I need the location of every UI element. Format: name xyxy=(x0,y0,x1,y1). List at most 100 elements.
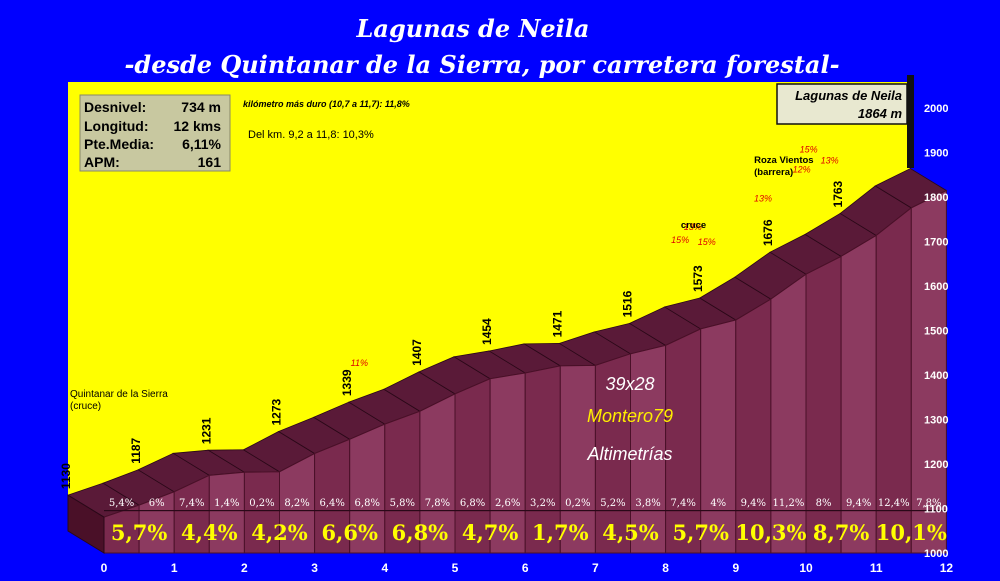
segment-gradient: 0,2% xyxy=(249,498,274,509)
watermark-line-1: 39x28 xyxy=(605,374,654,394)
x-tick-label: 3 xyxy=(311,561,318,575)
stat-label-longitud: Longitud: xyxy=(84,118,149,134)
steep-gradient-label: 13% xyxy=(821,156,839,166)
y-tick-label: 1200 xyxy=(924,459,948,471)
x-tick-label: 5 xyxy=(452,561,459,575)
y-tick-label: 1000 xyxy=(924,548,948,560)
km-gradients: 5,7% 4,4% 4,2% 6,6% 6,8% 4,7% 1,7% 4,5% 5,7% 10,3… xyxy=(111,520,947,545)
segment-gradient: 1,4% xyxy=(214,498,239,509)
summit-altitude: 1864 m xyxy=(858,106,903,121)
summit-sign: Lagunas de Neila 1864 m xyxy=(776,75,914,168)
segment-gradient: 4% xyxy=(710,498,726,509)
segment-gradient: 6,8% xyxy=(460,498,485,509)
stat-value-desnivel: 734 m xyxy=(181,99,221,115)
segment-gradient: 7,8% xyxy=(916,498,941,509)
x-axis: 0 1 2 3 4 5 6 7 8 9 10 11 12 xyxy=(101,561,954,575)
segment-gradient: 3,8% xyxy=(635,498,660,509)
steep-gradient-label: 12% xyxy=(793,165,811,175)
peak-altitude-label: 1763 xyxy=(831,180,845,207)
place-label-start-sub: (cruce) xyxy=(70,401,101,412)
watermark-line-2: Montero79 xyxy=(587,406,673,426)
steep-gradient-label: 13% xyxy=(684,222,702,232)
y-tick-label: 1600 xyxy=(924,281,948,293)
steep-labels: 11%15%13%15%13%12%15%13% xyxy=(351,145,839,369)
segment-gradient: 7,4% xyxy=(179,498,204,509)
y-tick-label: 1300 xyxy=(924,415,948,427)
peak-altitude-label: 1454 xyxy=(480,318,494,345)
km-gradient: 5,7% xyxy=(672,520,729,545)
x-tick-label: 8 xyxy=(662,561,669,575)
segment-gradient: 6,8% xyxy=(355,498,380,509)
x-tick-label: 11 xyxy=(870,561,883,575)
place-labels: Quintanar de la Sierra(cruce) cruce Roza V… xyxy=(70,155,814,412)
km-gradient: 1,7% xyxy=(532,520,589,545)
y-tick-label: 1700 xyxy=(924,237,948,249)
stat-value-longitud: 12 kms xyxy=(174,118,222,134)
x-tick-label: 12 xyxy=(940,561,954,575)
segment-gradient: 9,4% xyxy=(741,498,766,509)
watermark-line-3: Altimetrías xyxy=(586,444,672,464)
peak-altitude-label: 1339 xyxy=(340,369,354,396)
km-gradient: 6,8% xyxy=(392,520,449,545)
segment-gradient: 2,6% xyxy=(495,498,520,509)
km-gradient: 8,7% xyxy=(813,520,870,545)
stat-label-desnivel: Desnivel: xyxy=(84,99,146,115)
x-tick-label: 1 xyxy=(171,561,178,575)
profile-band-line xyxy=(104,510,947,512)
segment-gradient: 6% xyxy=(149,498,165,509)
profile-front-face xyxy=(700,319,737,554)
place-label-cruce: cruce xyxy=(681,220,706,231)
y-tick-label: 1100 xyxy=(924,504,948,516)
profile-front-face xyxy=(910,189,947,554)
segment-gradient: 9,4% xyxy=(846,498,871,509)
segment-gradient: 5,2% xyxy=(600,498,625,509)
peak-altitude-label: 1516 xyxy=(621,290,635,317)
x-tick-label: 7 xyxy=(592,561,599,575)
steep-gradient-label: 15% xyxy=(800,145,818,155)
peak-labels: 1130 1187 1231 1273 1339 1407 1454 1471 1516 1573… xyxy=(59,180,845,489)
y-tick-label: 1800 xyxy=(924,192,948,204)
peak-altitude-label: 1231 xyxy=(199,417,213,444)
km-gradient: 10,3% xyxy=(735,520,806,545)
km-gradient: 5,7% xyxy=(111,520,168,545)
segment-gradient: 7,4% xyxy=(670,498,695,509)
x-tick-label: 0 xyxy=(101,561,108,575)
stats-box: Desnivel: 734 m Longitud: 12 kms Pte.Med… xyxy=(79,94,231,172)
x-tick-label: 10 xyxy=(799,561,813,575)
steep-gradient-label: 15% xyxy=(671,235,689,245)
chart-subtitle: -desde Quintanar de la Sierra, por carre… xyxy=(124,50,839,79)
place-label-start: Quintanar de la Sierra xyxy=(70,389,168,400)
place-label-roza-vientos: Roza Vientos xyxy=(754,155,813,166)
km-gradient: 6,6% xyxy=(321,520,378,545)
steep-gradient-label: 11% xyxy=(351,358,368,368)
km-gradient: 4,2% xyxy=(251,520,308,545)
peak-altitude-label: 1187 xyxy=(129,437,143,463)
segment-gradient: 7,8% xyxy=(425,498,450,509)
km-gradient: 4,5% xyxy=(602,520,659,545)
peak-altitude-label: 1573 xyxy=(691,265,705,292)
stretch-note: Del km. 9,2 a 11,8: 10,3% xyxy=(248,129,374,141)
segment-gradient: 11,2% xyxy=(773,498,805,509)
peak-altitude-label: 1407 xyxy=(410,339,424,366)
steep-gradient-label: 13% xyxy=(754,193,772,203)
segment-gradient: 6,4% xyxy=(319,498,344,509)
km-gradient: 4,4% xyxy=(181,520,238,545)
x-tick-label: 6 xyxy=(522,561,529,575)
segment-gradient: 5,4% xyxy=(109,498,134,509)
y-tick-label: 1900 xyxy=(924,148,948,160)
profile-front-face xyxy=(735,298,772,554)
segment-gradient: 12,4% xyxy=(878,498,910,509)
x-tick-label: 9 xyxy=(732,561,739,575)
segment-gradient: 5,8% xyxy=(390,498,415,509)
y-tick-label: 2000 xyxy=(924,103,948,115)
watermark: 39x28 Montero79 Altimetrías xyxy=(586,374,673,464)
segment-gradient: 3,2% xyxy=(530,498,555,509)
place-label-roza-vientos-sub: (barrera) xyxy=(754,167,793,178)
x-tick-label: 2 xyxy=(241,561,248,575)
stat-value-pendiente: 6,11% xyxy=(182,136,221,152)
y-tick-label: 1400 xyxy=(924,370,948,382)
profile-side-face xyxy=(67,494,105,554)
profile-area xyxy=(67,168,948,554)
x-tick-label: 4 xyxy=(381,561,388,575)
